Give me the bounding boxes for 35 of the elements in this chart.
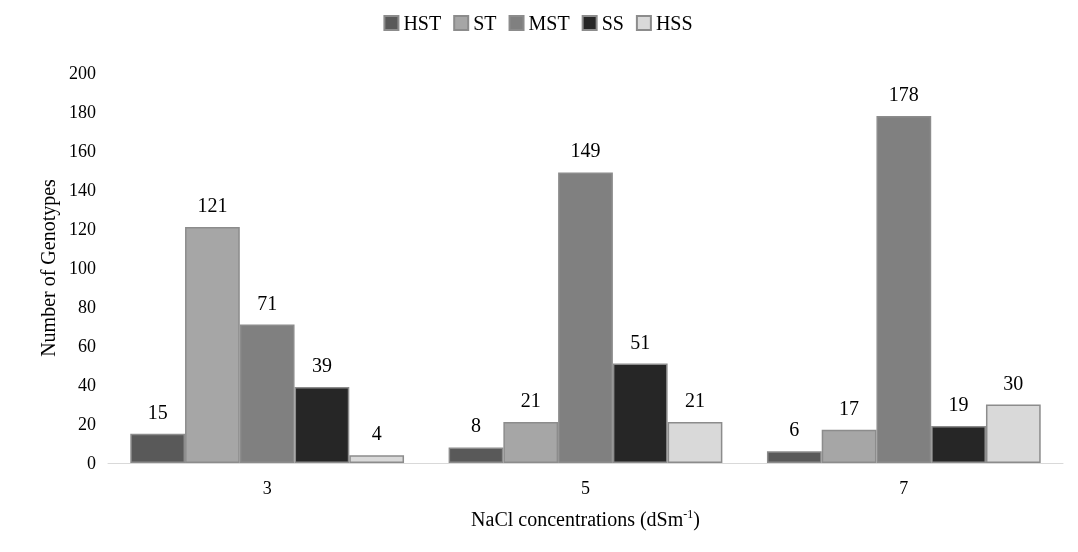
y-tick-label: 140 bbox=[69, 180, 96, 200]
legend-label: MST bbox=[528, 12, 570, 34]
data-label: 71 bbox=[257, 291, 278, 314]
legend-label: HSS bbox=[655, 12, 693, 34]
y-tick-label: 200 bbox=[69, 63, 96, 83]
x-tick-label: 5 bbox=[581, 478, 590, 498]
data-label: 19 bbox=[948, 392, 969, 415]
data-label: 39 bbox=[311, 353, 332, 376]
y-tick-label: 160 bbox=[69, 141, 96, 161]
y-tick-label: 180 bbox=[69, 102, 96, 122]
x-tick-label: 3 bbox=[262, 478, 272, 498]
data-label: 15 bbox=[147, 400, 168, 423]
y-tick-label: 60 bbox=[78, 336, 96, 356]
y-tick-label: 0 bbox=[87, 453, 96, 473]
data-label: 121 bbox=[197, 194, 228, 217]
y-tick-label: 80 bbox=[78, 297, 96, 317]
data-label: 17 bbox=[839, 396, 860, 419]
data-label: 51 bbox=[630, 330, 651, 353]
data-label: 8 bbox=[470, 414, 481, 437]
data-label: 30 bbox=[1003, 371, 1024, 394]
y-tick-label: 20 bbox=[78, 414, 96, 434]
data-label: 21 bbox=[685, 389, 706, 412]
data-label: 149 bbox=[570, 139, 601, 162]
legend-label: SS bbox=[601, 12, 624, 34]
data-label: 4 bbox=[371, 422, 382, 445]
x-tick-label: 7 bbox=[899, 478, 909, 498]
data-label: 6 bbox=[789, 418, 800, 441]
data-label: 21 bbox=[520, 389, 541, 412]
legend-label: HST bbox=[403, 12, 442, 34]
legend-label: ST bbox=[473, 12, 497, 34]
y-tick-label: 40 bbox=[78, 375, 96, 395]
y-tick-label: 120 bbox=[69, 219, 96, 239]
data-label: 178 bbox=[888, 82, 919, 105]
y-axis-title: Number of Genotypes bbox=[37, 178, 60, 357]
y-tick-label: 100 bbox=[69, 258, 96, 278]
